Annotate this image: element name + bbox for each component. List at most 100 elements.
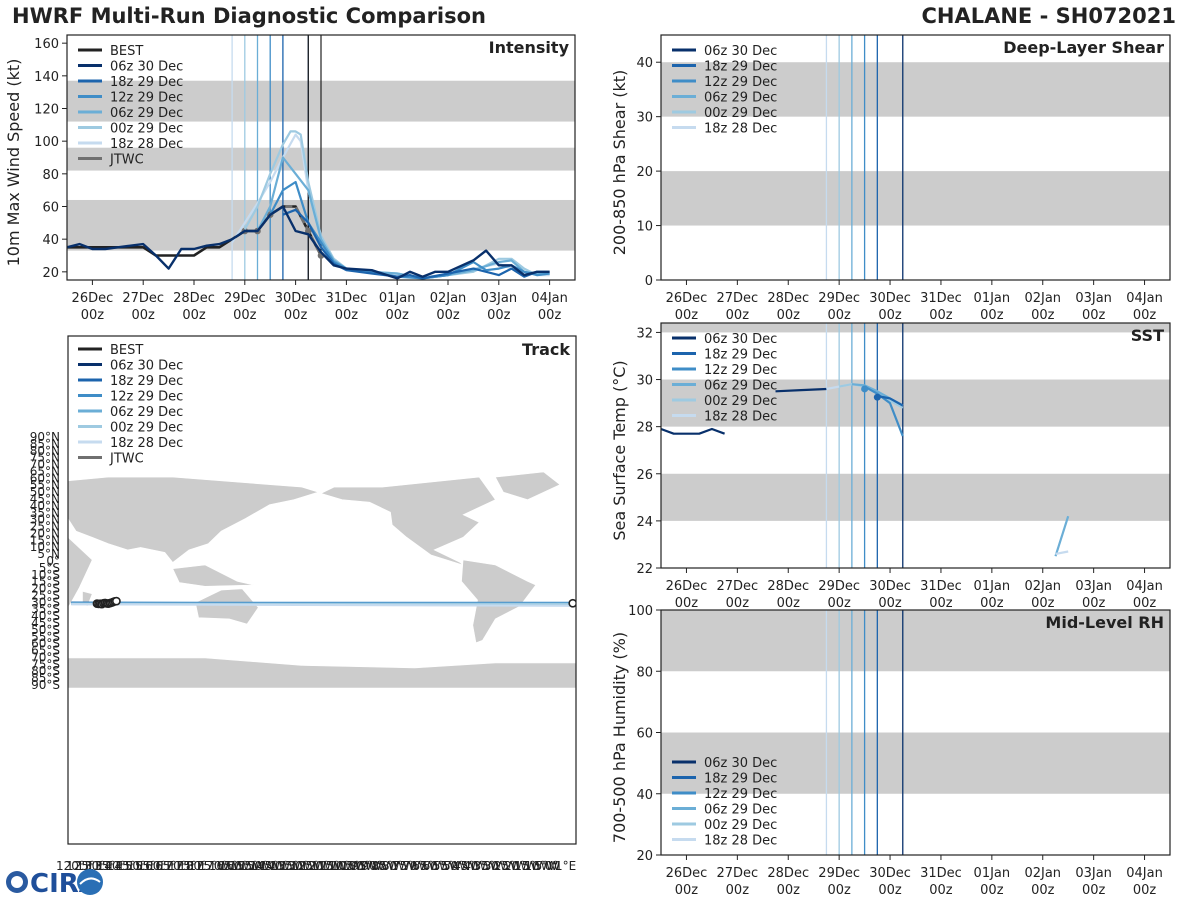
intensity-xtick-label-date: 29Dec (224, 291, 266, 306)
track-end-point (568, 598, 576, 608)
sst-legend-label: 06z 29 Dec (704, 379, 777, 394)
track-lon-label: 80°W (382, 859, 415, 873)
shear-xtick-label-hour: 00z (827, 308, 851, 323)
track-lat-label: 80°N (30, 444, 60, 458)
rh-xtick-label-date: 04Jan (1126, 866, 1163, 881)
shear-frame (660, 34, 1171, 281)
sst-series-18z-29-dec (877, 394, 904, 407)
track-lon-label: 160°E (137, 859, 174, 873)
shear-xtick-label-hour: 00z (726, 308, 750, 323)
intensity-xtick-label-hour: 00z (538, 308, 562, 323)
track-lon-label: 155°W (229, 859, 270, 873)
intensity-xtick-label-date: 31Dec (326, 291, 368, 306)
track-lat-label: 60°N (30, 471, 60, 485)
intensity-xtick-label-hour: 00z (335, 308, 359, 323)
track-lon-label: 95°W (351, 859, 384, 873)
sst-xtick-label-date: 29Dec (818, 579, 860, 594)
shear-xtick-label-date: 02Jan (1024, 291, 1061, 306)
track-lon-label: 65°W (412, 859, 445, 873)
track-lat-label: 30°S (31, 595, 60, 609)
intensity-legend-label: BEST (110, 44, 143, 59)
intensity-series-06z-29-dec (256, 156, 550, 280)
shear-xtick-label-date: 01Jan (974, 291, 1011, 306)
intensity-series-best (67, 205, 323, 257)
intensity-xtick-label-hour: 00z (386, 308, 410, 323)
sst-xtick-label-hour: 00z (1031, 596, 1055, 611)
intensity-xtick-label-hour: 00z (81, 308, 105, 323)
intensity-ytick-label: 60 (42, 201, 59, 216)
sst-xtick-label-hour: 00z (1133, 596, 1157, 611)
shear-xtick-label-date: 03Jan (1075, 291, 1112, 306)
shear-ytick-label: 10 (636, 220, 653, 235)
rh-xtick-label-hour: 00z (929, 883, 953, 898)
track-lon-label: 125°W (290, 859, 331, 873)
sst-xtick-label-hour: 00z (675, 596, 699, 611)
rh-legend-label: 00z 29 Dec (704, 818, 777, 833)
track-lon-label: 170°W (199, 859, 240, 873)
shear-xtick-label-hour: 00z (980, 308, 1004, 323)
rh-xtick-label-hour: 00z (1031, 883, 1055, 898)
rh-ylabel: 700-500 hPa Humidity (%) (610, 632, 629, 843)
shear-band-1 (661, 62, 1170, 117)
sst-band-2 (661, 323, 1170, 333)
shear-legend-label: 18z 29 Dec (704, 60, 777, 75)
north-america-landmass (320, 476, 496, 566)
sst-ytick-label: 24 (636, 515, 653, 530)
shear-xtick-label-date: 28Dec (767, 291, 809, 306)
shear-xtick-label-hour: 00z (1031, 308, 1055, 323)
track-lon-label: 30°W (484, 859, 517, 873)
track-lon-label: 85°W (372, 859, 405, 873)
rh-xtick-label-hour: 00z (726, 883, 750, 898)
shear-ytick-label: 0 (645, 274, 653, 289)
rh-xtick-label-date: 26Dec (666, 866, 708, 881)
sst-legend-label: 06z 30 Dec (704, 332, 777, 347)
track-lat-label: 65°S (31, 644, 60, 658)
intensity-ytick-label: 120 (34, 103, 59, 118)
shear-legend-label: 06z 30 Dec (704, 44, 777, 59)
rh-ytick-label: 80 (636, 665, 653, 680)
sst-series-18z-28-dec-b (1055, 550, 1069, 555)
sst-xtick-label-hour: 00z (980, 596, 1004, 611)
south-america-landmass (461, 559, 537, 644)
sst-band-1 (661, 379, 1170, 427)
sst-xtick-label-hour: 00z (878, 596, 902, 611)
intensity-xtick-label-hour: 00z (436, 308, 460, 323)
intensity-ytick-label: 20 (42, 266, 59, 281)
track-lon-label: 145°W (249, 859, 290, 873)
rh-xtick-label-hour: 00z (1133, 883, 1157, 898)
sst-point-0 (861, 385, 869, 393)
track-lon-label: 60°W (423, 859, 456, 873)
intensity-frame (66, 34, 576, 281)
shear-xtick-label-date: 30Dec (869, 291, 911, 306)
track-lon-label: 120°W (300, 859, 341, 873)
intensity-xtick-label-date: 26Dec (72, 291, 114, 306)
rh-xtick-label-hour: 00z (675, 883, 699, 898)
track-lat-label: 30°N (30, 513, 60, 527)
rh-ytick-label: 100 (628, 604, 653, 619)
track-lon-label: 165°E (148, 859, 185, 873)
track-lat-label: 25°S (31, 588, 60, 602)
storm-id: CHALANE - SH072021 (921, 4, 1176, 28)
track-lon-label: 45°W (453, 859, 486, 873)
intensity-xtick-label-date: 28Dec (173, 291, 215, 306)
rh-xtick-label-hour: 00z (878, 883, 902, 898)
intensity-ylabel: 10m Max Wind Speed (kt) (4, 59, 23, 267)
track-lat-label: 60°S (31, 637, 60, 651)
rh-legend-label: 06z 30 Dec (704, 756, 777, 771)
sst-legend-label: 18z 28 Dec (704, 410, 777, 425)
track-lon-label: 120°E (56, 859, 93, 873)
track-lon-label: 0° (545, 859, 559, 873)
track-lon-label: 1°E (555, 859, 576, 873)
intensity-ytick-label: 40 (42, 233, 59, 248)
sst-ytick-label: 22 (636, 562, 653, 577)
intensity-xtick-label-hour: 00z (487, 308, 511, 323)
track-lat-label: 75°N (30, 451, 60, 465)
sst-legend-label: 18z 29 Dec (704, 348, 777, 363)
track-lon-label: 70°W (402, 859, 435, 873)
track-lat-label: 45°N (30, 492, 60, 506)
sst-xtick-label-hour: 00z (1082, 596, 1106, 611)
track-lat-label: 50°S (31, 623, 60, 637)
rh-xtick-label-hour: 00z (827, 883, 851, 898)
sst-ytick-label: 30 (636, 374, 653, 389)
